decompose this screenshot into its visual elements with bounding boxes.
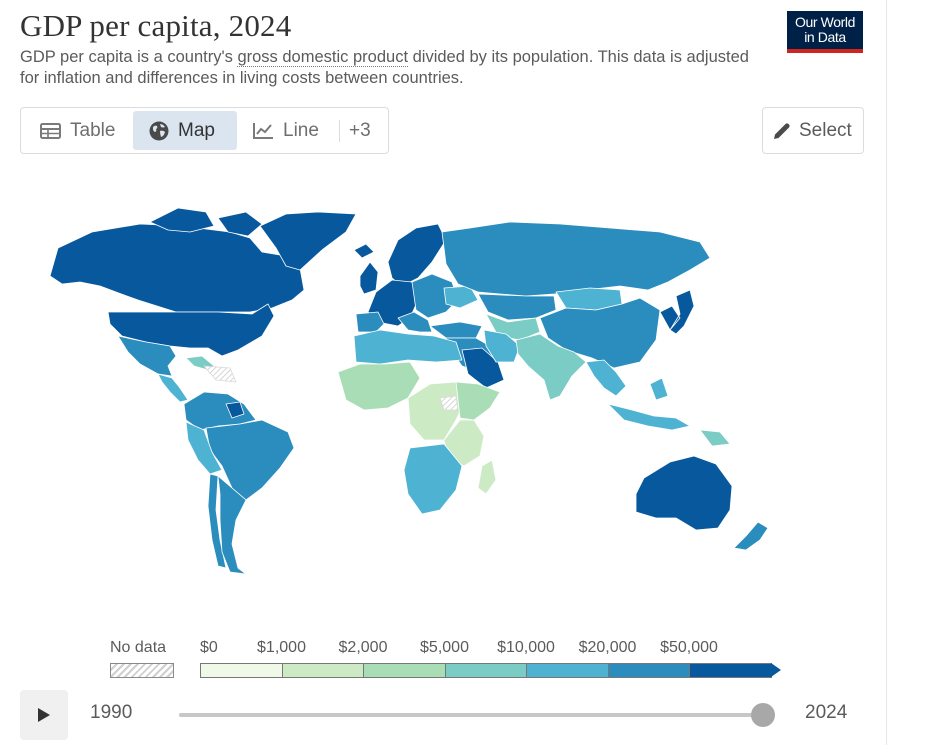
legend-bin-swatch[interactable] xyxy=(444,663,527,678)
map-legend: No data $0 $1,000 $2,000 $5,000 $10,000 $20,0… xyxy=(108,636,781,684)
legend-bin-swatch[interactable] xyxy=(363,663,446,678)
map-region-west-africa[interactable] xyxy=(337,361,421,411)
map-region-new-zealand[interactable] xyxy=(733,521,769,551)
legend-bin-label: $20,000 xyxy=(578,639,637,656)
page-title: GDP per capita, 2024 xyxy=(20,8,292,43)
map-region-central-america[interactable] xyxy=(157,373,189,403)
legend-bin-label: $1,000 xyxy=(257,639,306,656)
timeline-slider-fill xyxy=(179,713,763,717)
map-region-alaska-canada[interactable] xyxy=(49,223,305,313)
tab-table[interactable]: Table xyxy=(24,111,134,150)
legend-bin-label: $10,000 xyxy=(497,639,555,656)
timeline-slider-handle[interactable] xyxy=(751,703,775,727)
logo-line-1: Our World xyxy=(795,14,855,30)
map-region-horn-of-africa[interactable] xyxy=(455,381,501,421)
map-region-southern-africa[interactable] xyxy=(403,443,463,515)
tab-table-label: Table xyxy=(70,119,116,141)
select-button-label: Select xyxy=(799,119,852,141)
legend-bin-swatch[interactable] xyxy=(281,663,364,678)
timeline-slider-track[interactable] xyxy=(179,713,763,717)
legend-bin-label: $0 xyxy=(200,639,218,656)
legend-bin-swatch[interactable] xyxy=(200,663,283,678)
map-region-indonesia-philippines[interactable] xyxy=(607,377,691,431)
map-region-canadian-arctic[interactable] xyxy=(149,207,263,237)
legend-arrow-icon xyxy=(771,663,781,677)
map-region-korea-japan[interactable] xyxy=(659,289,695,335)
timeline-end-year[interactable]: 2024 xyxy=(805,702,848,723)
subtitle-text-end: divided by its population. This data is … xyxy=(20,48,749,87)
map-region-guyana[interactable] xyxy=(225,401,245,419)
tab-map[interactable]: Map xyxy=(133,111,237,150)
tab-more[interactable]: +3 xyxy=(349,119,371,141)
legend-bin-label: $2,000 xyxy=(338,639,388,656)
pencil-icon xyxy=(774,122,790,139)
map-region-saudi-arabia[interactable] xyxy=(461,347,505,389)
map-region-iceland[interactable] xyxy=(353,243,375,259)
map-region-balkans-italy[interactable] xyxy=(397,311,433,333)
map-region-madagascar[interactable] xyxy=(477,459,497,495)
map-region-iran[interactable] xyxy=(483,329,521,363)
table-icon xyxy=(40,122,61,139)
timeline-start-year[interactable]: 1990 xyxy=(90,702,133,723)
legend-bin-label: $5,000 xyxy=(420,639,469,656)
map-region-mexico[interactable] xyxy=(117,335,177,377)
map-region-usa[interactable] xyxy=(107,303,275,357)
legend-bin-label: $50,000 xyxy=(660,639,718,656)
world-choropleth-map[interactable] xyxy=(40,205,780,585)
timeline: 1990 2024 xyxy=(20,690,865,740)
tab-map-label: Map xyxy=(178,119,215,141)
owid-logo[interactable]: Our World in Data xyxy=(787,11,863,53)
globe-icon xyxy=(149,121,169,140)
tab-line-label: Line xyxy=(283,119,319,141)
logo-red-bar xyxy=(787,49,863,53)
map-region-papua[interactable] xyxy=(699,429,731,447)
map-region-argentina[interactable] xyxy=(217,475,247,575)
page-subtitle: GDP per capita is a country's gross dome… xyxy=(20,47,760,89)
map-region-kazakhstan[interactable] xyxy=(477,293,557,321)
subtitle-text-start: GDP per capita is a country's xyxy=(20,48,238,66)
map-region-north-africa[interactable] xyxy=(353,329,463,365)
map-region-chile[interactable] xyxy=(207,473,227,569)
line-chart-icon xyxy=(253,123,273,139)
legend-bin-swatch[interactable] xyxy=(526,663,609,678)
map-region-iberia[interactable] xyxy=(355,311,385,333)
map-region-peru-bolivia[interactable] xyxy=(185,421,223,475)
map-region-sudan-nodata[interactable] xyxy=(439,395,459,411)
legend-bin-swatch[interactable] xyxy=(689,663,772,678)
map-region-southeast-asia[interactable] xyxy=(585,359,627,397)
map-region-uk-ireland[interactable] xyxy=(359,261,379,295)
right-panel-divider xyxy=(886,0,887,745)
chart-page: GDP per capita, 2024 GDP per capita is a… xyxy=(20,8,865,740)
logo-line-2: in Data xyxy=(804,29,846,45)
view-tabs: Table Map Line +3 xyxy=(20,107,389,154)
map-region-caribbean-nodata[interactable] xyxy=(203,365,237,383)
legend-bin-swatch[interactable] xyxy=(607,663,690,678)
gdp-definition-link[interactable]: gross domestic product xyxy=(237,48,409,67)
play-button[interactable] xyxy=(20,690,68,740)
map-region-turkey[interactable] xyxy=(429,321,483,339)
no-data-label: No data xyxy=(110,639,167,656)
map-region-russia[interactable] xyxy=(441,221,711,297)
map-region-south-asia[interactable] xyxy=(515,333,587,401)
play-icon xyxy=(38,708,50,722)
select-countries-button[interactable]: Select xyxy=(762,107,864,154)
no-data-swatch xyxy=(110,663,174,678)
tab-divider xyxy=(339,120,340,142)
map-region-australia[interactable] xyxy=(635,455,733,531)
tab-line[interactable]: Line xyxy=(243,111,339,150)
map-region-brazil[interactable] xyxy=(205,419,295,501)
map-region-greenland[interactable] xyxy=(259,211,357,271)
